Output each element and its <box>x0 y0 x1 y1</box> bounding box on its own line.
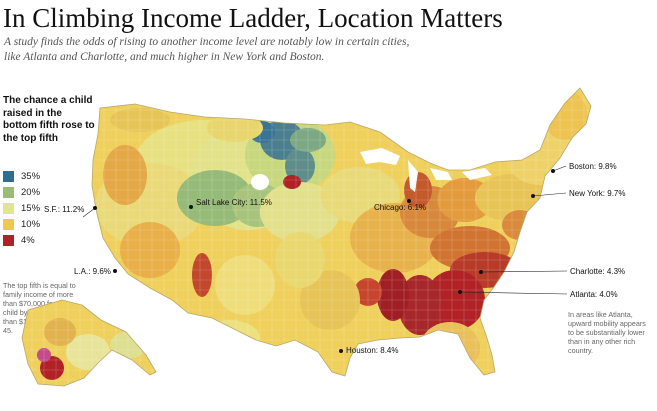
map-body <box>21 87 592 387</box>
city-label-new-york: New York: 9.7% <box>569 189 625 198</box>
legend-label: 35% <box>21 171 41 182</box>
legend-swatch <box>3 219 14 230</box>
legend-item-20: 20% <box>3 186 83 202</box>
city-marker-chicago: Chicago: 6.1% <box>374 199 426 212</box>
legend: 35% 20% 15% 10% 4% <box>3 170 83 250</box>
legend-swatch <box>3 203 14 214</box>
city-marker-new-york: New York: 9.7% <box>531 189 625 198</box>
city-marker-boston: Boston: 9.8% <box>551 162 617 173</box>
great-lakes <box>360 148 492 192</box>
legend-item-10: 10% <box>3 218 83 234</box>
city-label-chicago: Chicago: 6.1% <box>374 203 426 212</box>
legend-label: 10% <box>21 219 41 230</box>
city-label-sf: S.F.: 11.2% <box>44 205 84 214</box>
city-marker-la: L.A.: 9.6% <box>74 267 117 276</box>
us-outline <box>91 87 592 377</box>
legend-swatch <box>3 187 14 198</box>
city-marker-sf: S.F.: 11.2% <box>44 205 97 218</box>
legend-label: 20% <box>21 187 41 198</box>
city-label-atlanta: Atlanta: 4.0% <box>570 290 618 299</box>
legend-swatch <box>3 171 14 182</box>
city-marker-atlanta: Atlanta: 4.0% <box>458 290 618 299</box>
city-markers: S.F.: 11.2% L.A.: 9.6% Salt Lake City: 1… <box>44 162 625 355</box>
legend-item-35: 35% <box>3 170 83 186</box>
subtitle: A study finds the odds of rising to anot… <box>4 36 410 63</box>
city-label-boston: Boston: 9.8% <box>569 162 617 171</box>
city-marker-salt-lake-city: Salt Lake City: 11.5% <box>189 198 272 209</box>
mobility-fill-zones <box>37 90 587 380</box>
alaska-outline <box>21 299 157 387</box>
city-label-salt-lake-city: Salt Lake City: 11.5% <box>196 198 272 207</box>
city-marker-charlotte: Charlotte: 4.3% <box>479 267 625 276</box>
city-label-houston: Houston: 8.4% <box>346 346 398 355</box>
side-note: In areas like Atlanta, upward mobility a… <box>568 310 646 355</box>
legend-label: 4% <box>21 235 35 246</box>
legend-label: 15% <box>21 203 41 214</box>
city-label-charlotte: Charlotte: 4.3% <box>570 267 625 276</box>
city-label-la: L.A.: 9.6% <box>74 267 111 276</box>
page-title: In Climbing Income Ladder, Location Matt… <box>3 3 503 33</box>
legend-item-4: 4% <box>3 234 83 250</box>
legend-item-15: 15% <box>3 202 83 218</box>
city-marker-houston: Houston: 8.4% <box>339 346 398 355</box>
legend-swatch <box>3 235 14 246</box>
legend-title: The chance a child raised in the bottom … <box>3 95 95 144</box>
